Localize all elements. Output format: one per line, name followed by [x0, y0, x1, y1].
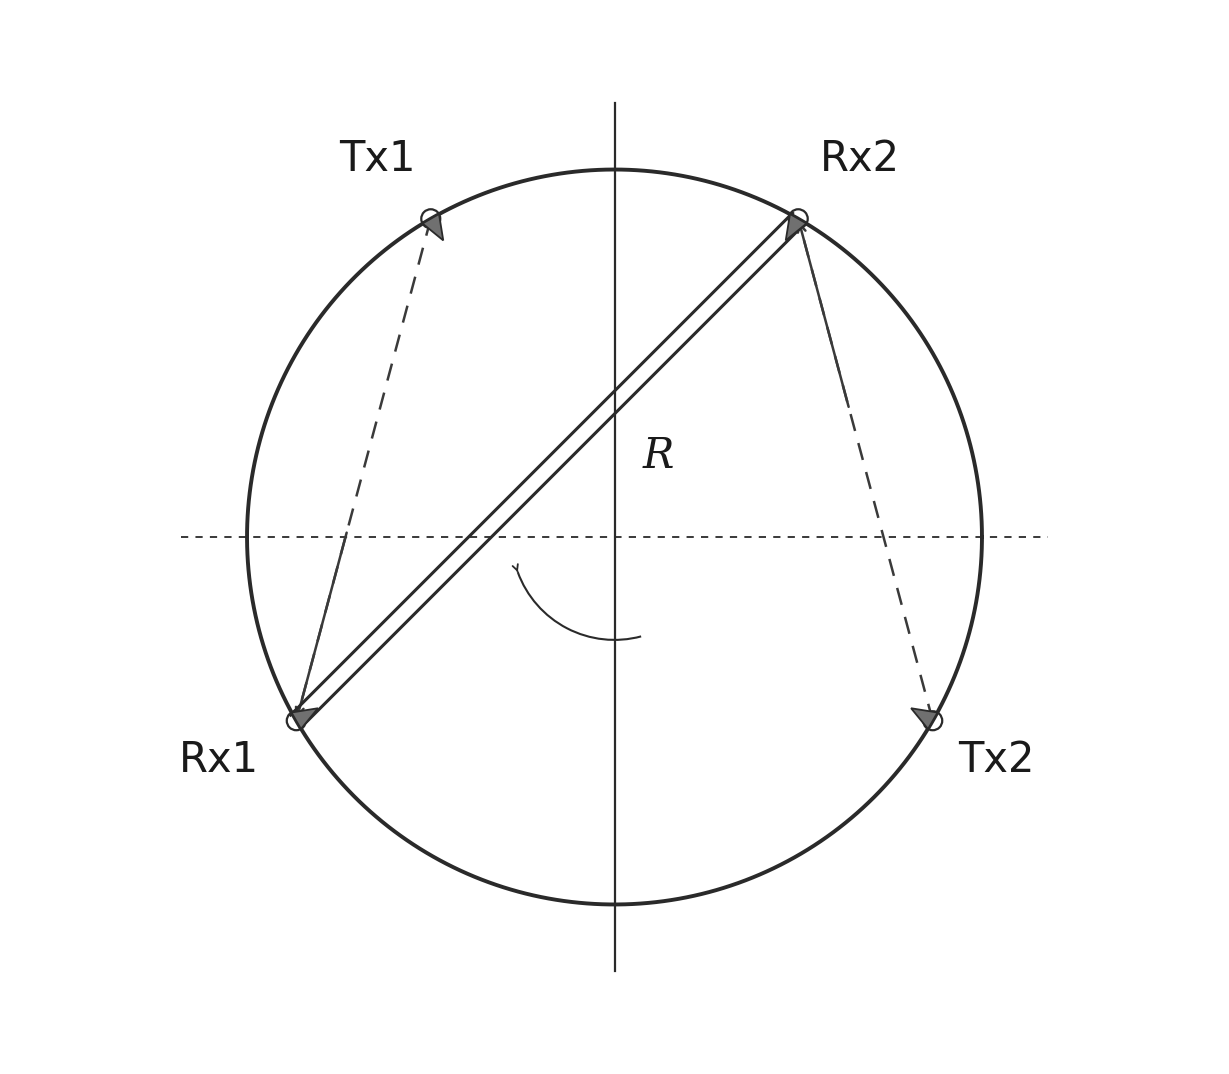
Polygon shape	[911, 708, 938, 729]
Polygon shape	[291, 708, 318, 729]
Text: Tx1: Tx1	[339, 137, 415, 180]
Text: Rx2: Rx2	[820, 137, 901, 180]
Text: Rx1: Rx1	[178, 739, 259, 781]
Text: Tx2: Tx2	[959, 739, 1035, 781]
Text: R: R	[643, 435, 675, 477]
Polygon shape	[423, 214, 444, 241]
Polygon shape	[785, 214, 806, 241]
